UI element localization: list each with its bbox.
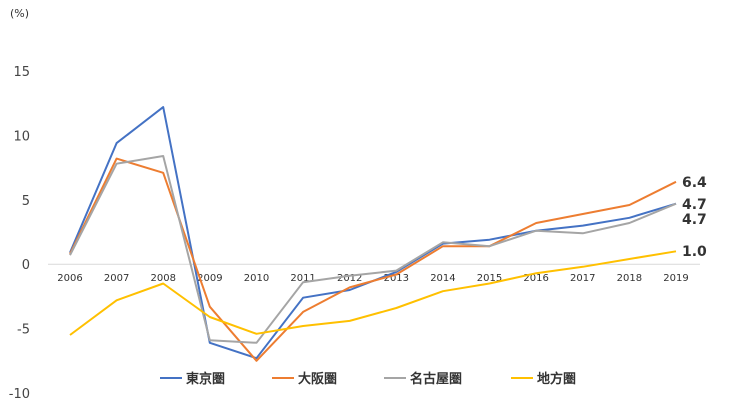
end-value-label: 6.4: [682, 175, 707, 191]
end-value-label: 4.7: [682, 197, 707, 213]
series-line-4: [69, 250, 677, 336]
x-tick-label: 2019: [663, 273, 688, 284]
end-value-label: 4.7: [682, 212, 707, 228]
x-tick-label: 2016: [523, 273, 548, 284]
x-tick-label: 2010: [244, 273, 269, 284]
x-tick-label: 2013: [384, 273, 409, 284]
x-axis-ticks: 2006 2007 2008 2009 2010 2011 2012 2013 2014 2015…: [57, 273, 688, 284]
series-line-3: [69, 155, 677, 344]
x-tick-label: 2014: [430, 273, 455, 284]
y-tick-label: -10: [9, 387, 30, 400]
x-tick-label: 2018: [617, 273, 642, 284]
y-tick-label: -5: [17, 323, 30, 338]
legend-label: 東京圏: [186, 371, 225, 387]
x-tick-label: 2007: [104, 273, 129, 284]
legend-label: 大阪圏: [298, 371, 337, 387]
x-tick-label: 2017: [570, 273, 595, 284]
legend-label: 名古屋圏: [410, 371, 462, 387]
legend-item: 大阪圏: [272, 371, 337, 387]
y-tick-label: 0: [22, 258, 30, 273]
y-tick-label: 15: [13, 65, 30, 80]
x-tick-label: 2009: [197, 273, 222, 284]
x-tick-label: 2012: [337, 273, 362, 284]
legend-item: 地方圏: [511, 371, 576, 387]
y-axis-unit-label: (%): [10, 7, 29, 20]
end-value-labels: 6.4 4.74.7 1.0: [682, 175, 707, 260]
y-tick-label: 5: [22, 194, 30, 209]
series-line-2: [69, 157, 677, 362]
legend-label: 地方圏: [537, 371, 576, 387]
end-value-label: 1.0: [682, 244, 707, 260]
series-lines: [69, 106, 677, 362]
x-tick-label: 2006: [57, 273, 82, 284]
legend-item: 名古屋圏: [384, 371, 462, 387]
x-tick-label: 2008: [151, 273, 176, 284]
legend-item: 東京圏: [160, 371, 225, 387]
y-tick-label: 10: [13, 129, 30, 144]
y-axis-ticks: 15 10 5 0 -5 -10: [9, 65, 30, 400]
x-tick-label: 2015: [477, 273, 502, 284]
legend: 東京圏 大阪圏 名古屋圏 地方圏: [160, 371, 576, 387]
x-tick-label: 2011: [290, 273, 315, 284]
